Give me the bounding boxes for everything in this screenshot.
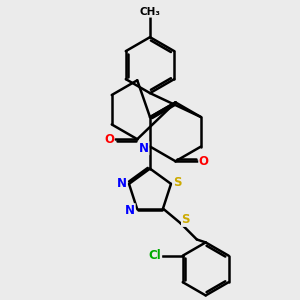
Text: N: N — [125, 204, 135, 217]
Text: O: O — [104, 133, 114, 146]
Text: S: S — [173, 176, 182, 189]
Text: CH₃: CH₃ — [140, 7, 160, 17]
Text: S: S — [182, 213, 190, 226]
Text: N: N — [139, 142, 149, 155]
Text: O: O — [199, 155, 209, 168]
Text: Cl: Cl — [149, 249, 162, 262]
Text: N: N — [117, 177, 127, 190]
